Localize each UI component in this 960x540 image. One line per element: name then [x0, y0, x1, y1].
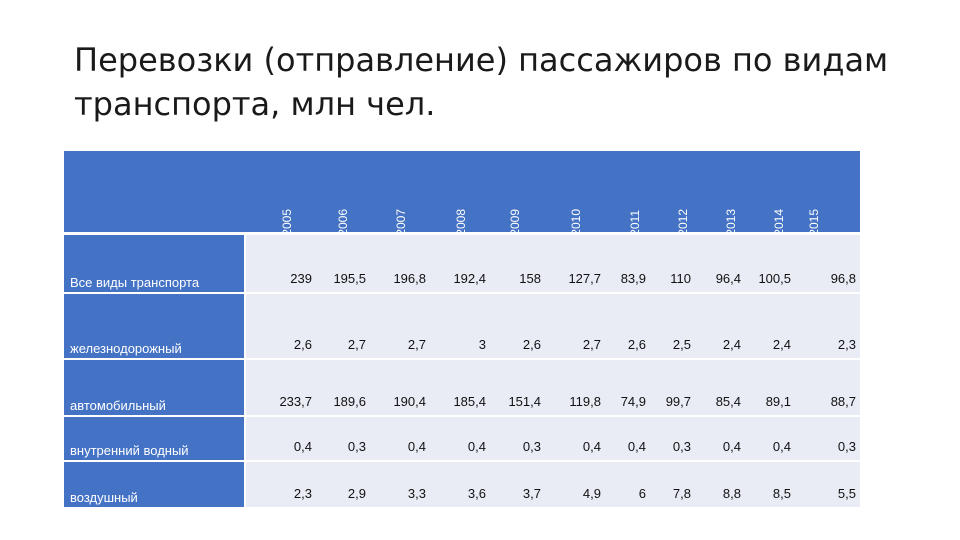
year-label: 2013 [724, 209, 738, 236]
year-header-2007: 2007 [389, 151, 413, 236]
table-cell: 2,9 [347, 486, 366, 501]
table-row [246, 294, 860, 358]
year-header-2009: 2009 [503, 151, 527, 236]
table-cell: 2,7 [407, 337, 426, 352]
table-cell: 233,7 [279, 394, 312, 409]
table-cell: 0,4 [293, 439, 312, 454]
table-cell: 189,6 [333, 394, 366, 409]
table-cell: 0,4 [407, 439, 426, 454]
table-cell: 100,5 [758, 271, 791, 286]
table-cell: 2,4 [772, 337, 791, 352]
table-cell: 239 [290, 271, 312, 286]
year-label: 2011 [628, 210, 642, 236]
table-cell: 2,3 [293, 486, 312, 501]
year-label: 2006 [336, 209, 350, 236]
row-label: железнодорожный [64, 294, 244, 358]
table-cell: 85,4 [715, 394, 741, 409]
year-header-2005: 2005 [275, 151, 299, 236]
table-cell: 127,7 [568, 271, 601, 286]
table-cell: 2,6 [293, 337, 312, 352]
page-title: Перевозки (отправление) пассажиров по ви… [74, 41, 889, 123]
table-cell: 99,7 [665, 394, 691, 409]
year-label: 2005 [280, 209, 294, 236]
table-cell: 8,8 [722, 486, 741, 501]
table-cell: 89,1 [765, 394, 791, 409]
table-row [246, 462, 860, 507]
table-cell: 3 [478, 337, 486, 352]
table-cell: 119,8 [569, 394, 601, 409]
table-cell: 3,3 [407, 486, 426, 501]
year-label: 2010 [569, 209, 583, 236]
table-cell: 3,6 [467, 486, 486, 501]
table-cell: 0,3 [672, 439, 691, 454]
table-cell: 2,3 [837, 337, 856, 352]
year-header-2011: 2011 [623, 151, 647, 236]
passenger-transport-table: 2005 2006 2007 2008 2009 2010 2011 2012 2013 2014… [64, 151, 860, 507]
year-label: 2008 [454, 209, 468, 236]
table-cell: 4,9 [582, 486, 601, 501]
year-header-2006: 2006 [331, 151, 355, 236]
table-cell: 8,5 [772, 486, 791, 501]
row-label: Все виды транспорта [64, 235, 244, 292]
table-cell: 74,9 [620, 394, 646, 409]
year-header-2008: 2008 [449, 151, 473, 236]
table-cell: 0,4 [582, 439, 601, 454]
year-header-2013: 2013 [719, 151, 743, 236]
year-label: 2007 [394, 209, 408, 236]
year-header-2014: 2014 [767, 151, 791, 236]
table-cell: 96,8 [830, 271, 856, 286]
table-cell: 6 [638, 486, 646, 501]
year-label: 2009 [508, 209, 522, 236]
table-cell: 190,4 [393, 394, 426, 409]
table-row [246, 360, 860, 415]
row-label: воздушный [64, 462, 244, 507]
table-cell: 2,6 [627, 337, 646, 352]
table-cell: 2,7 [582, 337, 601, 352]
year-header-2015: 2015 [802, 151, 826, 236]
table-cell: 196,8 [393, 271, 426, 286]
year-header-2012: 2012 [671, 151, 695, 236]
table-cell: 3,7 [522, 486, 541, 501]
table-cell: 192,4 [453, 271, 486, 286]
table-cell: 151,4 [508, 394, 541, 409]
table-cell: 5,5 [837, 486, 856, 501]
year-label: 2014 [772, 209, 786, 236]
table-cell: 0,4 [627, 439, 646, 454]
table-cell: 2,6 [522, 337, 541, 352]
table-cell: 2,4 [722, 337, 741, 352]
table-cell: 2,5 [672, 337, 691, 352]
table-cell: 158 [519, 271, 541, 286]
year-label: 2015 [807, 209, 821, 236]
table-row [246, 235, 860, 292]
table-cell: 0,4 [467, 439, 486, 454]
year-label: 2012 [676, 209, 690, 236]
table-cell: 2,7 [347, 337, 366, 352]
table-cell: 110 [670, 271, 691, 286]
table-row [246, 417, 860, 460]
table-cell: 7,8 [672, 486, 691, 501]
table-cell: 185,4 [453, 394, 486, 409]
row-label: внутренний водный [64, 417, 244, 460]
table-cell: 96,4 [715, 271, 741, 286]
table-cell: 0,3 [522, 439, 541, 454]
table-cell: 0,3 [347, 439, 366, 454]
table-header: 2005 2006 2007 2008 2009 2010 2011 2012 2013 2014… [64, 151, 860, 236]
table-cell: 83,9 [620, 271, 646, 286]
table-cell: 0,3 [837, 439, 856, 454]
table-cell: 195,5 [333, 271, 366, 286]
year-header-2010: 2010 [564, 151, 588, 236]
table-cell: 0,4 [772, 439, 791, 454]
row-label: автомобильный [64, 360, 244, 415]
table-cell: 88,7 [830, 394, 856, 409]
table-cell: 0,4 [722, 439, 741, 454]
